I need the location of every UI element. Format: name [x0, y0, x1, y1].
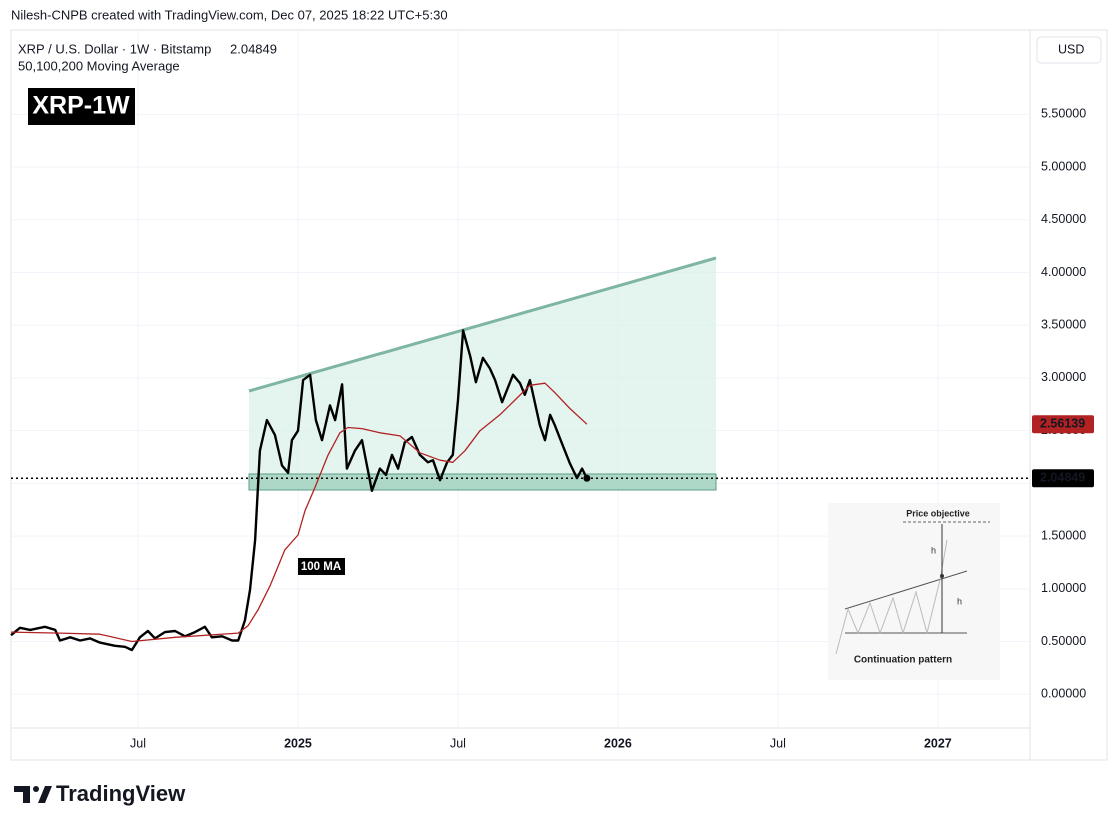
chart-title: XRP / U.S. Dollar · 1W · Bitstamp	[18, 41, 211, 56]
y-tick-label: 5.00000	[1041, 159, 1086, 173]
y-tick-label: 5.50000	[1041, 107, 1086, 121]
last-price-dot	[583, 474, 591, 482]
x-tick-label: 2026	[604, 736, 632, 750]
price-tag	[1032, 469, 1094, 488]
brand: TradingView	[56, 781, 186, 806]
plot	[10, 329, 1030, 652]
inset-caption: Continuation pattern	[854, 655, 952, 666]
y-tick-label: 3.00000	[1041, 370, 1086, 384]
ma-label-bg	[298, 558, 345, 575]
y-tick-label: 3.50000	[1041, 318, 1086, 332]
inset-dot	[940, 574, 944, 578]
y-tick-label: 1.50000	[1041, 528, 1086, 542]
price-tag	[1032, 415, 1094, 434]
ma-label: 100 MA	[301, 561, 341, 573]
series-line	[10, 382, 588, 643]
y-tick-label: 0.00000	[1041, 687, 1086, 701]
inset-line	[844, 570, 968, 610]
currency: USD	[1058, 42, 1084, 56]
support-zone	[248, 473, 717, 491]
frame	[10, 29, 1108, 761]
inset: Price objective h h Continuation pattern	[828, 503, 1000, 680]
inset-label: Price objective	[906, 508, 970, 518]
badge: XRP-1W	[32, 92, 130, 120]
y-tick-label: 1.00000	[1041, 581, 1086, 595]
pattern-fill	[249, 258, 716, 490]
y-tick-label: 0.50000	[1041, 634, 1086, 648]
x-tick-label: 2027	[924, 736, 952, 750]
inset-label: h	[931, 545, 936, 555]
header: Nilesh-CNPB created with TradingView.com…	[11, 7, 448, 22]
series-line	[10, 329, 588, 652]
price-tag-label: 2.56139	[1040, 416, 1085, 430]
x-tick-label: 2025	[284, 736, 312, 750]
y-tick-label: 4.00000	[1041, 265, 1086, 279]
y-tick-label: 4.50000	[1041, 212, 1086, 226]
x-tick-label: Jul	[450, 736, 466, 750]
subtitle: 50,100,200 Moving Average	[18, 58, 180, 73]
inset-zigzag	[835, 539, 948, 655]
currency-button[interactable]	[1036, 36, 1102, 64]
price-tag-label: 2.04849	[1040, 471, 1085, 485]
badge-bg	[28, 88, 135, 125]
inset-bg	[828, 503, 1000, 680]
resistance-line	[248, 256, 717, 393]
header-price: 2.04849	[230, 41, 277, 56]
brand-logo: TradingView	[14, 781, 186, 806]
x-tick-label: Jul	[130, 736, 146, 750]
x-tick-label: Jul	[770, 736, 786, 750]
inset-label: h	[957, 596, 962, 606]
